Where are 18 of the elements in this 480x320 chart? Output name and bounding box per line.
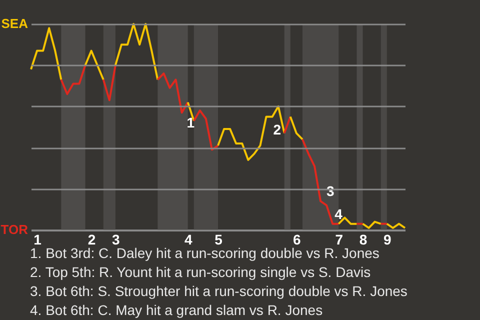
text: 1. Bot 3rd: C. Daley hit a run-scoring double vs R. Jones xyxy=(30,245,380,261)
text: 3. Bot 6th: S. Stroughter hit a run-scoring double vs R. Jones xyxy=(30,282,408,301)
annotation: 2 xyxy=(273,122,282,138)
text: 4. Bot 6th: C. May hit a grand slam vs R. Jones xyxy=(30,301,324,320)
x-tick-label: 4 xyxy=(184,232,192,248)
x-tick-label: 5 xyxy=(214,232,223,248)
x-tick-label: 6 xyxy=(293,232,302,248)
x-tick-label: 8 xyxy=(359,232,368,248)
text: TOR xyxy=(0,222,29,237)
x-tick-label: 9 xyxy=(384,232,392,248)
annotation: 1 xyxy=(186,114,195,131)
x-tick-label: 2 xyxy=(88,232,96,248)
text: 2. Top 5th: R. Yount hit a run-scoring single vs S. Davis xyxy=(30,263,372,282)
x-tick-label: 1 xyxy=(34,232,42,248)
text: SEA xyxy=(1,16,29,31)
x-tick-label: 7 xyxy=(335,232,344,248)
x-tick-label: 3 xyxy=(112,232,120,248)
annotation: 4 xyxy=(334,206,343,222)
